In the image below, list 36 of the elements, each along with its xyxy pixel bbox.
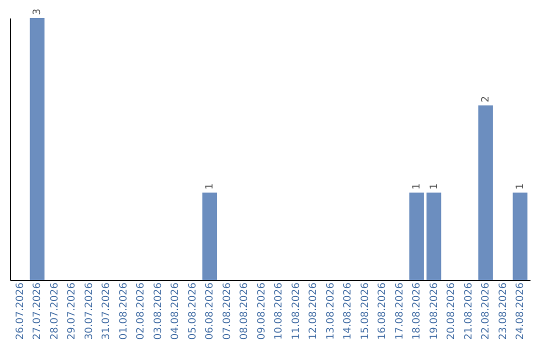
x-tick-label: 28.07.2026 [49, 282, 60, 340]
x-tick-label: 21.08.2026 [463, 282, 474, 340]
x-tick-label: 02.08.2026 [136, 282, 147, 340]
x-tick-label: 14.08.2026 [342, 282, 354, 340]
x-tick-label: 08.08.2026 [239, 282, 250, 340]
x-tick-label: 07.08.2026 [222, 282, 233, 340]
x-tick-label: 03.08.2026 [152, 282, 164, 340]
data-label: 1 [428, 183, 440, 190]
x-tick-label: 22.08.2026 [480, 282, 492, 340]
x-tick-label: 24.08.2026 [515, 282, 526, 340]
x-tick-label: 19.08.2026 [428, 282, 440, 340]
x-tick-label: 15.08.2026 [360, 282, 371, 340]
x-tick-label: 27.07.2026 [32, 282, 44, 340]
x-tick-label: 30.07.2026 [84, 282, 95, 340]
x-tick-label: 13.08.2026 [325, 282, 336, 340]
x-tick-label: 29.07.2026 [66, 282, 78, 340]
x-tick-label: 10.08.2026 [274, 282, 285, 340]
x-tick-label: 18.08.2026 [412, 282, 423, 340]
x-tick-label: 16.08.2026 [377, 282, 388, 340]
x-tick-label: 17.08.2026 [394, 282, 406, 340]
x-tick-label: 26.07.2026 [14, 282, 26, 340]
x-tick-label: 06.08.2026 [204, 282, 216, 340]
x-tick-label: 01.08.2026 [118, 282, 130, 340]
data-label: 2 [480, 96, 492, 102]
x-tick-label: 31.07.2026 [101, 282, 112, 340]
x-tick-label: 09.08.2026 [256, 282, 268, 340]
data-label: 1 [204, 183, 216, 190]
x-tick-label: 04.08.2026 [170, 282, 182, 340]
x-tick-label: 23.08.2026 [498, 282, 509, 340]
data-label: 1 [515, 183, 526, 190]
x-tick-label: 05.08.2026 [187, 282, 198, 340]
x-tick-label: 11.08.2026 [290, 282, 302, 340]
data-label: 1 [412, 183, 423, 190]
x-tick-label: 12.08.2026 [308, 282, 320, 340]
data-label: 3 [32, 8, 44, 15]
x-tick-label: 20.08.2026 [446, 282, 458, 340]
